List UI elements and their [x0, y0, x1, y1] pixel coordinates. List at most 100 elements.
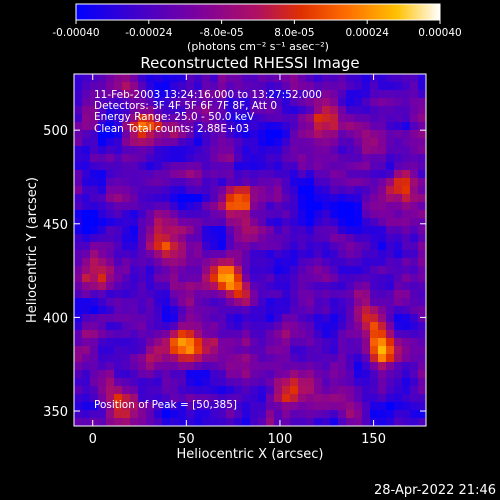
- heatmap-cell: [202, 186, 211, 195]
- heatmap-cell: [210, 90, 219, 99]
- heatmap-cell: [298, 410, 307, 419]
- heatmap-cell: [90, 298, 99, 307]
- heatmap-cell: [114, 178, 123, 187]
- heatmap-cell: [170, 266, 179, 275]
- heatmap-cell: [306, 154, 315, 163]
- heatmap-cell: [242, 290, 251, 299]
- heatmap-cell: [274, 178, 283, 187]
- heatmap-cell: [194, 354, 203, 363]
- heatmap-cell: [402, 394, 411, 403]
- heatmap-cell: [194, 138, 203, 147]
- heatmap-cell: [170, 122, 179, 131]
- heatmap-cell: [402, 98, 411, 107]
- heatmap-cell: [306, 274, 315, 283]
- heatmap-cell: [354, 202, 363, 211]
- heatmap-cell: [114, 138, 123, 147]
- heatmap-cell: [210, 138, 219, 147]
- heatmap-cell: [226, 298, 235, 307]
- heatmap-cell: [82, 114, 91, 123]
- heatmap-cell: [114, 314, 123, 323]
- heatmap-cell: [178, 114, 187, 123]
- heatmap-cell: [330, 106, 339, 115]
- heatmap-cell: [170, 386, 179, 395]
- heatmap-cell: [234, 98, 243, 107]
- heatmap-cell: [306, 114, 315, 123]
- heatmap-cell: [298, 186, 307, 195]
- heatmap-cell: [98, 282, 107, 291]
- heatmap-cell: [306, 82, 315, 91]
- heatmap-cell: [194, 162, 203, 171]
- heatmap-cell: [306, 178, 315, 187]
- heatmap-cell: [114, 234, 123, 243]
- heatmap-cell: [170, 218, 179, 227]
- heatmap-cell: [362, 298, 371, 307]
- heatmap-cell: [186, 218, 195, 227]
- heatmap-cell: [154, 258, 163, 267]
- heatmap-cell: [346, 234, 355, 243]
- heatmap-cell: [298, 290, 307, 299]
- heatmap-cell: [274, 218, 283, 227]
- heatmap-cell: [306, 394, 315, 403]
- heatmap-cell: [162, 394, 171, 403]
- heatmap-cell: [138, 242, 147, 251]
- heatmap-cell: [226, 386, 235, 395]
- heatmap-cell: [410, 202, 419, 211]
- heatmap-cell: [250, 314, 259, 323]
- heatmap-cell: [202, 274, 211, 283]
- heatmap-cell: [186, 250, 195, 259]
- heatmap-cell: [138, 74, 147, 83]
- heatmap-cell: [250, 290, 259, 299]
- heatmap-cell: [210, 210, 219, 219]
- heatmap-cell: [394, 138, 403, 147]
- heatmap-cell: [394, 274, 403, 283]
- heatmap-cell: [266, 226, 275, 235]
- heatmap-cell: [186, 210, 195, 219]
- heatmap-cell: [290, 274, 299, 283]
- heatmap-cell: [122, 202, 131, 211]
- heatmap-cell: [242, 186, 251, 195]
- heatmap-cell: [82, 322, 91, 331]
- heatmap-cell: [146, 234, 155, 243]
- heatmap-cell: [114, 218, 123, 227]
- heatmap-cell: [82, 418, 91, 426]
- heatmap-cell: [106, 186, 115, 195]
- heatmap-cell: [378, 154, 387, 163]
- heatmap-cell: [178, 146, 187, 155]
- heatmap-cell: [258, 202, 267, 211]
- heatmap-cell: [242, 98, 251, 107]
- heatmap-cell: [322, 282, 331, 291]
- heatmap-cell: [82, 138, 91, 147]
- heatmap-cell: [330, 258, 339, 267]
- heatmap-cell: [90, 98, 99, 107]
- heatmap-cell: [290, 258, 299, 267]
- heatmap-cell: [178, 242, 187, 251]
- heatmap-cell: [346, 250, 355, 259]
- heatmap-cell: [218, 114, 227, 123]
- heatmap-cell: [306, 98, 315, 107]
- heatmap-cell: [266, 82, 275, 91]
- heatmap-cell: [154, 394, 163, 403]
- heatmap-cell: [170, 210, 179, 219]
- heatmap-cell: [386, 234, 395, 243]
- heatmap-cell: [210, 266, 219, 275]
- heatmap-cell: [146, 266, 155, 275]
- heatmap-cell: [162, 162, 171, 171]
- heatmap-cell: [330, 322, 339, 331]
- heatmap-cell: [258, 218, 267, 227]
- heatmap-cell: [362, 274, 371, 283]
- heatmap-cell: [378, 90, 387, 99]
- heatmap-cell: [274, 298, 283, 307]
- heatmap-cell: [178, 306, 187, 315]
- heatmap-cell: [354, 154, 363, 163]
- heatmap-cell: [386, 354, 395, 363]
- heatmap-cell: [122, 258, 131, 267]
- heatmap-cell: [202, 410, 211, 419]
- heatmap-cell: [330, 338, 339, 347]
- heatmap-cell: [322, 178, 331, 187]
- heatmap-cell: [234, 354, 243, 363]
- heatmap-cell: [234, 202, 243, 211]
- heatmap-cell: [130, 98, 139, 107]
- heatmap-cell: [314, 74, 323, 83]
- heatmap-cell: [258, 314, 267, 323]
- heatmap-cell: [202, 226, 211, 235]
